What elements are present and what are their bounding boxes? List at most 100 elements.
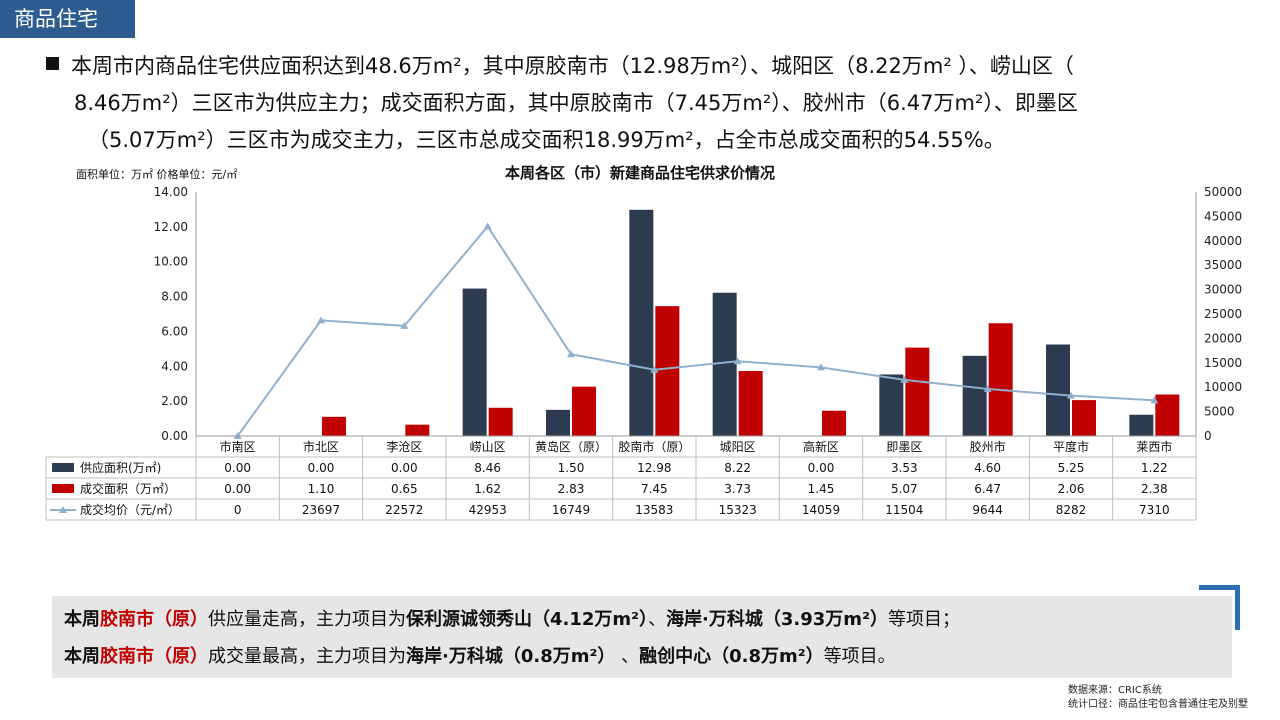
price-line bbox=[236, 224, 1155, 437]
category-label: 平度市 bbox=[1053, 439, 1089, 454]
callout-l2-end: 等项目。 bbox=[823, 646, 896, 667]
category-label: 黄岛区（原） bbox=[535, 439, 607, 454]
price-point bbox=[483, 222, 492, 230]
summary-line-3: （5.07万m²）三区市为成交主力，三区市总成交面积18.99万m²，占全市总成… bbox=[88, 128, 1005, 152]
left-axis-tick-label: 10.00 bbox=[154, 255, 188, 269]
data-label: 8282 bbox=[1056, 503, 1087, 517]
bar-supply bbox=[546, 409, 570, 436]
price-point bbox=[567, 350, 575, 358]
left-axis-tick-label: 0.00 bbox=[161, 429, 188, 443]
legend-marker-icon bbox=[59, 506, 67, 513]
units-note: 面积单位：万㎡ 价格单位：元/㎡ bbox=[76, 168, 238, 181]
corner-bracket-decoration bbox=[1199, 585, 1240, 630]
data-label: 15323 bbox=[719, 503, 757, 517]
right-axis-tick-label: 25000 bbox=[1204, 307, 1242, 321]
callout-l1-project-2: 海岸·万科城（3.93万m²） bbox=[666, 609, 888, 630]
right-axis-tick-label: 50000 bbox=[1204, 185, 1242, 199]
bar-deal bbox=[1155, 394, 1180, 436]
left-axis-tick-label: 8.00 bbox=[161, 290, 188, 304]
callout-l1-text: 供应量走高，主力项目为 bbox=[208, 609, 406, 630]
data-label: 2.06 bbox=[1058, 482, 1085, 496]
source-note: 数据来源：CRIC系统 统计口径：商品住宅包含普通住宅及别墅 bbox=[1068, 684, 1248, 712]
data-label: 3.73 bbox=[724, 482, 751, 496]
data-label: 23697 bbox=[302, 503, 340, 517]
data-label: 1.22 bbox=[1141, 461, 1168, 475]
bar-supply bbox=[1046, 344, 1070, 436]
data-label: 8.22 bbox=[724, 461, 751, 475]
price-point bbox=[983, 384, 992, 392]
bar-deal bbox=[738, 370, 763, 436]
price-point bbox=[1067, 391, 1075, 399]
price-point bbox=[817, 363, 825, 371]
data-label: 0.00 bbox=[391, 461, 418, 475]
data-label: 22572 bbox=[385, 503, 423, 517]
legend-swatch bbox=[52, 484, 74, 493]
price-point bbox=[1150, 396, 1159, 404]
bar-supply bbox=[1129, 414, 1154, 436]
bar-supply bbox=[629, 209, 654, 436]
callout-line-2: 本周胶南市（原）成交量最高，主力项目为海岸·万科城（0.8万m²） 、融创中心（… bbox=[64, 638, 1232, 675]
right-axis-tick-label: 5000 bbox=[1204, 405, 1235, 419]
data-label: 0 bbox=[234, 503, 242, 517]
category-label: 崂山区 bbox=[470, 440, 506, 454]
summary-bullet: 本周市内商品住宅供应面积达到48.6万m²，其中原胶南市（12.98万m²）、城… bbox=[46, 48, 1236, 159]
bar-deal bbox=[405, 424, 430, 436]
data-label: 1.10 bbox=[308, 482, 335, 496]
scope-line: 统计口径：商品住宅包含普通住宅及别墅 bbox=[1068, 699, 1248, 710]
left-axis-tick-label: 14.00 bbox=[154, 185, 188, 199]
bar-deal bbox=[572, 386, 596, 436]
data-label: 4.60 bbox=[974, 461, 1001, 475]
bar-supply bbox=[462, 288, 487, 436]
bar-deal bbox=[905, 347, 930, 436]
data-label: 7310 bbox=[1139, 503, 1170, 517]
callout-l2-separator: 、 bbox=[615, 646, 640, 667]
summary-line-1: 本周市内商品住宅供应面积达到48.6万m²，其中原胶南市（12.98万m²）、城… bbox=[71, 54, 1074, 78]
price-point bbox=[733, 357, 742, 365]
left-axis-tick-label: 4.00 bbox=[161, 359, 188, 373]
bar-deal bbox=[822, 410, 846, 436]
data-label: 5.25 bbox=[1058, 461, 1085, 475]
data-label: 0.65 bbox=[391, 482, 418, 496]
right-axis-tick-label: 20000 bbox=[1204, 331, 1242, 345]
callout-l2-prefix: 本周 bbox=[64, 646, 100, 667]
bar-supply bbox=[879, 374, 904, 436]
data-label: 0.00 bbox=[224, 482, 251, 496]
bar-deal bbox=[655, 306, 680, 436]
price-point bbox=[317, 316, 325, 324]
right-axis-tick-label: 35000 bbox=[1204, 258, 1242, 272]
left-axis-tick-label: 12.00 bbox=[154, 220, 188, 234]
callout-l2-district: 胶南市（原） bbox=[100, 646, 208, 667]
callout-l2-text: 成交量最高，主力项目为 bbox=[208, 646, 406, 667]
right-axis-tick-label: 15000 bbox=[1204, 356, 1242, 370]
bar-deal bbox=[1072, 400, 1096, 436]
data-label: 6.47 bbox=[974, 482, 1001, 496]
data-label: 1.62 bbox=[474, 482, 501, 496]
data-label: 1.45 bbox=[808, 482, 835, 496]
data-label: 16749 bbox=[552, 503, 590, 517]
callout-l2-project-1: 海岸·万科城（0.8万m²） bbox=[406, 646, 616, 667]
data-label: 5.07 bbox=[891, 482, 918, 496]
bar-supply bbox=[962, 355, 987, 436]
callout-l1-district: 胶南市（原） bbox=[100, 609, 208, 630]
right-axis-tick-label: 45000 bbox=[1204, 209, 1242, 223]
callout-l1-prefix: 本周 bbox=[64, 609, 100, 630]
data-label: 3.53 bbox=[891, 461, 918, 475]
category-label: 胶州市 bbox=[970, 439, 1006, 454]
callout-l1-separator: 、 bbox=[648, 609, 667, 630]
data-label: 0.00 bbox=[808, 461, 835, 475]
bullet-square-icon bbox=[46, 57, 59, 70]
category-label: 城阳区 bbox=[720, 440, 756, 454]
bar-deal bbox=[322, 416, 346, 436]
category-label: 高新区 bbox=[803, 439, 839, 454]
data-label: 2.38 bbox=[1141, 482, 1168, 496]
price-point bbox=[650, 365, 659, 373]
data-label: 13583 bbox=[635, 503, 673, 517]
price-point bbox=[400, 321, 409, 329]
category-label: 莱西市 bbox=[1136, 439, 1172, 454]
section-title-tab: 商品住宅 bbox=[0, 0, 135, 38]
legend-entry: 成交均价（元/㎡） bbox=[80, 502, 180, 517]
data-label: 1.50 bbox=[558, 461, 585, 475]
legend-entry: 成交面积（万㎡） bbox=[80, 481, 176, 496]
highlight-callout: 本周胶南市（原）供应量走高，主力项目为保利源诚领秀山（4.12万m²）、海岸·万… bbox=[52, 596, 1232, 678]
callout-l1-project-1: 保利源诚领秀山（4.12万m²） bbox=[406, 609, 649, 630]
